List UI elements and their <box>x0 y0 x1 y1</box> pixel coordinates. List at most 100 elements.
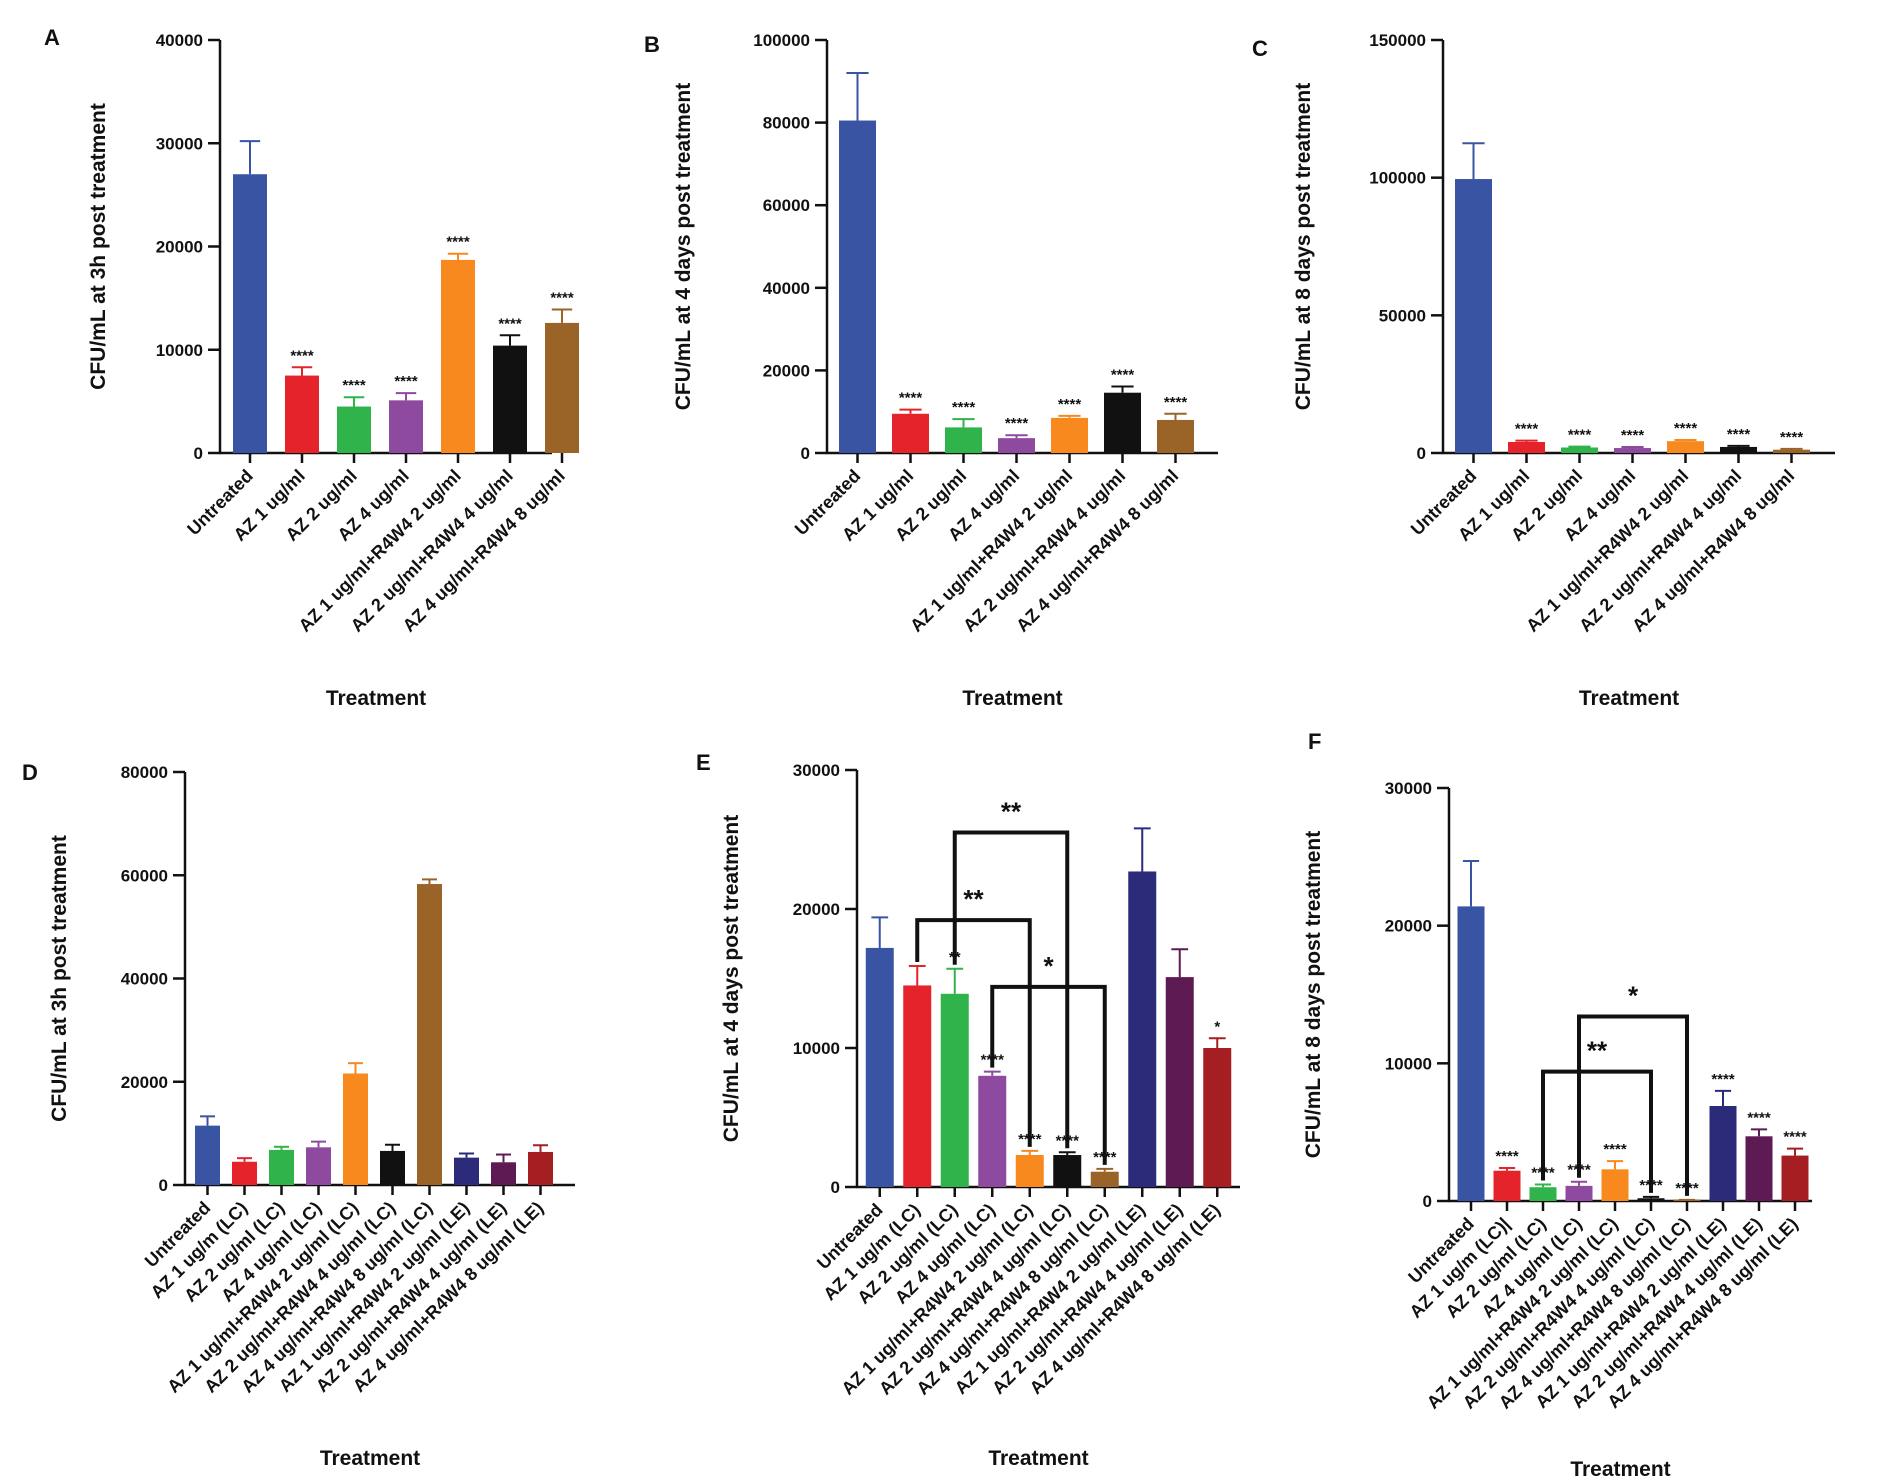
y-tick-label: 20000 <box>763 361 810 380</box>
significance-label: **** <box>899 390 923 407</box>
panel-label: A <box>44 25 60 50</box>
significance-label: **** <box>498 315 522 332</box>
bar <box>1128 871 1157 1187</box>
bar <box>1781 1155 1809 1201</box>
significance-label: **** <box>1164 394 1188 411</box>
y-tick-label: 60000 <box>121 866 168 885</box>
y-tick-label: 100000 <box>1369 169 1426 188</box>
y-tick-label: 30000 <box>793 761 840 780</box>
x-axis-title: Treatment <box>326 687 426 710</box>
bar <box>1455 179 1492 453</box>
bar <box>1637 1198 1665 1201</box>
significance-label: **** <box>952 399 976 416</box>
x-axis-title: Treatment <box>988 1447 1088 1470</box>
bar <box>491 1162 516 1185</box>
y-tick-label: 40000 <box>121 970 168 989</box>
x-axis-title: Treatment <box>1579 687 1679 710</box>
bar <box>839 120 876 453</box>
significance-label: **** <box>1515 421 1539 438</box>
bar <box>1614 448 1651 453</box>
bar <box>1773 449 1810 453</box>
significance-label: **** <box>1111 367 1135 384</box>
bar <box>545 322 579 453</box>
bar <box>233 174 267 453</box>
bar <box>493 345 527 453</box>
y-axis-title: CFU/mL at 3h post treatment <box>87 103 110 390</box>
bar <box>1051 417 1088 453</box>
bar <box>1053 1155 1082 1187</box>
x-axis-title: Treatment <box>1570 1458 1670 1476</box>
x-axis-title: Treatment <box>962 687 1062 710</box>
bracket-significance-label: ** <box>1001 797 1022 827</box>
bar <box>1561 447 1598 453</box>
bar <box>417 884 442 1185</box>
bar <box>1565 1185 1593 1201</box>
panel-label: D <box>22 760 38 785</box>
bar <box>306 1147 331 1185</box>
y-tick-label: 80000 <box>121 763 168 782</box>
comparison-bracket <box>1577 1014 1689 1196</box>
bracket-significance-label: * <box>1628 981 1639 1011</box>
y-tick-label: 80000 <box>763 114 810 133</box>
y-axis-title: CFU/mL at 4 days post treatment <box>672 83 695 411</box>
panel-label: C <box>1252 36 1268 61</box>
bar <box>269 1149 294 1185</box>
y-tick-label: 0 <box>1417 444 1426 463</box>
bar <box>892 413 929 453</box>
bar <box>1667 441 1704 453</box>
significance-label: **** <box>290 347 314 364</box>
y-tick-label: 0 <box>194 444 203 463</box>
y-tick-label: 0 <box>159 1176 168 1195</box>
significance-label: **** <box>1621 427 1645 444</box>
comparison-bracket <box>952 830 1070 1149</box>
significance-label: **** <box>1058 396 1082 413</box>
y-tick-label: 40000 <box>156 31 203 50</box>
y-axis-title: CFU/mL at 8 days post treatment <box>1292 83 1315 411</box>
y-tick-label: 40000 <box>763 279 810 298</box>
significance-label: **** <box>1603 1141 1627 1158</box>
bracket-significance-label: ** <box>963 884 984 914</box>
bar <box>528 1151 553 1185</box>
bar <box>945 427 982 453</box>
bar <box>1493 1170 1521 1201</box>
bar <box>998 438 1035 453</box>
bar <box>454 1157 479 1185</box>
bar <box>389 400 423 453</box>
significance-label: **** <box>1711 1071 1735 1088</box>
significance-label: **** <box>550 289 574 306</box>
bar <box>1104 392 1141 453</box>
y-tick-label: 20000 <box>156 238 203 257</box>
y-axis-title: CFU/mL at 3h post treatment <box>48 835 71 1122</box>
significance-label: **** <box>1005 415 1029 432</box>
y-tick-label: 10000 <box>1385 1054 1432 1073</box>
comparison-bracket <box>990 984 1107 1165</box>
significance-label: * <box>1214 1018 1220 1035</box>
y-tick-label: 0 <box>831 1178 840 1197</box>
significance-label: **** <box>1747 1109 1771 1126</box>
y-tick-label: 60000 <box>763 196 810 215</box>
y-tick-label: 10000 <box>793 1039 840 1058</box>
panel-label: E <box>696 750 711 775</box>
significance-label: **** <box>446 234 470 251</box>
y-tick-label: 30000 <box>1385 779 1432 798</box>
bar <box>441 259 475 453</box>
y-axis-title: CFU/mL at 8 days post treatment <box>1302 831 1325 1159</box>
significance-label: **** <box>1495 1148 1519 1165</box>
significance-label: **** <box>1783 1129 1807 1146</box>
y-tick-label: 20000 <box>1385 917 1432 936</box>
bar <box>978 1075 1007 1187</box>
bar <box>1529 1187 1557 1201</box>
y-tick-label: 30000 <box>156 134 203 153</box>
bar <box>1015 1155 1044 1187</box>
bar <box>903 985 932 1187</box>
bar <box>940 993 969 1187</box>
bar <box>380 1150 405 1185</box>
significance-label: **** <box>394 373 418 390</box>
bar <box>285 375 319 453</box>
comparison-bracket <box>1541 1069 1653 1193</box>
bar <box>1745 1136 1773 1201</box>
bracket-significance-label: * <box>1043 951 1054 981</box>
bracket-significance-label: ** <box>1587 1036 1608 1066</box>
comparison-bracket <box>915 918 1032 1147</box>
